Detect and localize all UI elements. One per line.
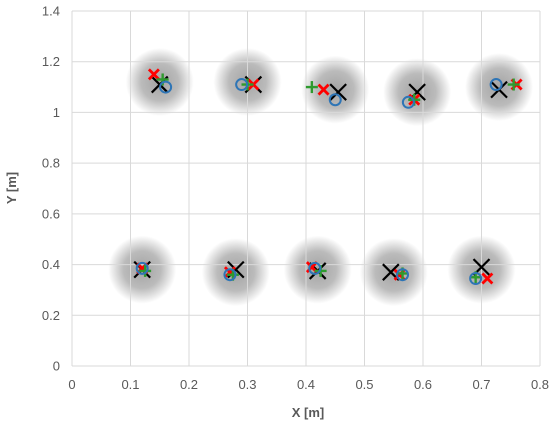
blue-circle-marker <box>396 268 410 282</box>
y-tick-label: 1.4 <box>42 4 60 19</box>
black-x-stroke <box>382 263 400 281</box>
blue-circle-marker <box>223 268 237 282</box>
red-x-marker <box>481 272 494 285</box>
black-x-stroke <box>329 83 347 101</box>
black-x-marker <box>329 83 347 101</box>
blue-circle-marker <box>135 261 149 275</box>
blue-circle-marker <box>489 78 503 92</box>
x-tick-label: 0.5 <box>355 377 373 392</box>
green-plus-marker <box>507 78 520 91</box>
x-axis-title: X [m] <box>292 405 325 420</box>
green-plus-marker <box>139 264 152 277</box>
red-x-stroke <box>147 68 160 81</box>
x-tick-label: 0.3 <box>238 377 256 392</box>
red-x-stroke <box>481 272 494 285</box>
blue-circle-marker <box>235 78 249 92</box>
red-x-marker <box>147 68 160 81</box>
y-tick-label: 0.2 <box>42 308 60 323</box>
red-x-stroke <box>317 83 330 96</box>
x-tick-label: 0.1 <box>121 377 139 392</box>
x-tick-label: 0.2 <box>180 377 198 392</box>
y-tick-label: 1 <box>53 105 60 120</box>
y-tick-label: 1.2 <box>42 54 60 69</box>
blue-circle-marker <box>308 261 322 275</box>
axes: 0 0.1 0.2 0.3 0.4 0.5 0.6 0.7 0.8 0 0.2 0.4 0.6 0.8 1 1… <box>42 4 549 393</box>
marker-layer <box>133 68 523 286</box>
x-tick-label: 0.7 <box>472 377 490 392</box>
y-tick-label: 0.6 <box>42 206 60 221</box>
shadow-zone-1 <box>125 48 194 116</box>
x-tick-label: 0.6 <box>414 377 432 392</box>
blue-circle-marker <box>469 272 483 286</box>
blue-circle-marker <box>159 80 173 94</box>
green-plus-marker <box>305 81 318 94</box>
red-x-marker <box>317 83 330 96</box>
blue-circle-marker <box>401 95 415 109</box>
y-tick-label: 0.8 <box>42 156 60 171</box>
shadow-zone-9 <box>359 238 428 307</box>
y-tick-label: 0.4 <box>42 257 60 272</box>
y-axis-title: Y [m] <box>4 172 19 204</box>
x-tick-label: 0.8 <box>531 377 549 392</box>
blue-circle-marker <box>328 93 342 107</box>
shadow-zone-5 <box>465 53 534 122</box>
x-tick-label: 0.4 <box>297 377 315 392</box>
y-tick-label: 0 <box>53 359 60 374</box>
gridlines <box>71 10 541 367</box>
x-tick-label: 0 <box>68 377 75 392</box>
